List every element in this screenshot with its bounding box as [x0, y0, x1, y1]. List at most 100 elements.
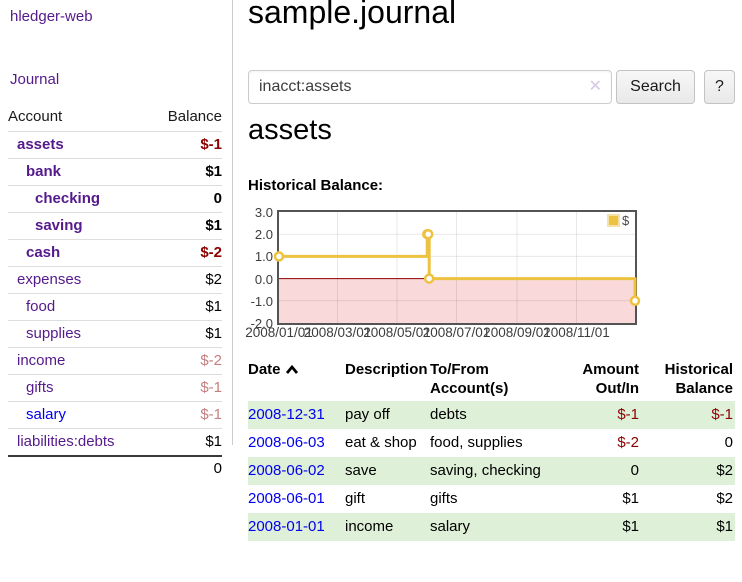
- search-input[interactable]: [248, 70, 612, 104]
- x-tick-label: 2008/09/01: [483, 325, 551, 340]
- account-balance: $1: [149, 428, 222, 456]
- register-body: 2008-12-31 pay off debts $-1 $-1 2008-06…: [248, 401, 735, 541]
- accounts-header-balance: Balance: [167, 108, 222, 125]
- transaction-amount: $-1: [617, 406, 639, 423]
- y-tick-label: 3.0: [254, 205, 273, 220]
- accounts-header-account: Account: [8, 108, 63, 125]
- help-button[interactable]: ?: [704, 70, 735, 104]
- transaction-description: save: [345, 462, 377, 479]
- chart-series: [273, 212, 641, 323]
- transaction-date-link[interactable]: 2008-06-01: [248, 490, 325, 507]
- transaction-amount: $1: [622, 490, 639, 507]
- account-row: cash $-2: [8, 239, 222, 267]
- transaction-date-link[interactable]: 2008-06-03: [248, 434, 325, 451]
- x-tick-label: 2008/11/01: [543, 325, 610, 340]
- transaction-description: pay off: [345, 406, 390, 423]
- account-link[interactable]: checking: [35, 190, 101, 207]
- sidebar: hledger-web Journal Account Balance asse…: [0, 0, 233, 481]
- account-balance: $-1: [149, 374, 222, 402]
- account-link[interactable]: cash: [26, 244, 61, 261]
- account-balance: $1: [149, 320, 222, 348]
- register-table: Date Description To/From Account(s) Amou…: [248, 357, 735, 541]
- main-content: sample.journal ✕ Search ? assets Histori…: [245, 0, 737, 582]
- account-link[interactable]: expenses: [17, 271, 82, 288]
- account-link[interactable]: liabilities:debts: [17, 433, 115, 450]
- account-row: liabilities:debts $1: [8, 428, 222, 456]
- account-balance: $1: [149, 158, 222, 186]
- sort-ascending-icon: [285, 361, 299, 380]
- account-link[interactable]: saving: [35, 217, 83, 234]
- column-header-balance: Historical Balance: [664, 361, 733, 397]
- column-header-accounts: To/From Account(s): [430, 361, 509, 397]
- account-link[interactable]: gifts: [26, 379, 54, 396]
- transaction-row: 2008-06-02 save saving, checking 0 $2: [248, 457, 735, 485]
- account-link[interactable]: income: [17, 352, 66, 369]
- transaction-row: 2008-12-31 pay off debts $-1 $-1: [248, 401, 735, 429]
- y-tick-label: 1.0: [254, 249, 273, 265]
- account-row: gifts $-1: [8, 374, 222, 402]
- account-link[interactable]: salary: [26, 406, 67, 423]
- transaction-row: 2008-06-03 eat & shop food, supplies $-2…: [248, 429, 735, 457]
- transaction-balance: $2: [716, 490, 733, 507]
- y-tick-label: -1.0: [250, 293, 273, 309]
- transaction-description: eat & shop: [345, 434, 417, 451]
- legend-label: $: [622, 213, 630, 228]
- transaction-date-link[interactable]: 2008-12-31: [248, 406, 325, 423]
- account-balance: $2: [149, 266, 222, 294]
- account-link[interactable]: food: [26, 298, 56, 315]
- x-tick-label: 2008/05/01: [363, 325, 431, 340]
- transaction-row: 2008-01-01 income salary $1 $1: [248, 513, 735, 541]
- account-row: income $-2: [8, 347, 222, 375]
- account-balance: $1: [149, 212, 222, 240]
- transaction-amount: $-2: [617, 434, 639, 451]
- transaction-description: income: [345, 518, 394, 535]
- account-row: bank $1: [8, 158, 222, 186]
- chart-title: Historical Balance:: [248, 177, 384, 194]
- y-tick-label: -2.0: [250, 316, 273, 331]
- transaction-description: gift: [345, 490, 366, 507]
- historical-balance-chart: 3.0 2.0 1.0 0.0 -1.0 -2.0 2008/01/01 2008/03/0…: [245, 203, 737, 353]
- transaction-balance: $2: [716, 462, 733, 479]
- account-balance: $-2: [149, 239, 222, 267]
- account-row: assets $-1: [8, 131, 222, 159]
- account-row: expenses $2: [8, 266, 222, 294]
- account-row: supplies $1: [8, 320, 222, 348]
- account-balance: $-1: [149, 401, 222, 429]
- transaction-date-link[interactable]: 2008-01-01: [248, 518, 325, 535]
- transaction-accounts: food, supplies: [430, 434, 523, 451]
- legend-swatch-icon: [607, 214, 620, 227]
- sidebar-item-journal[interactable]: Journal: [10, 71, 60, 88]
- account-link[interactable]: supplies: [26, 325, 82, 342]
- transaction-accounts: debts: [430, 406, 467, 423]
- account-page-title: assets: [248, 114, 332, 146]
- x-tick-label: 2008/01/01: [245, 325, 313, 340]
- x-tick-label: 2008/03/01: [303, 325, 372, 340]
- page-title: sample.journal: [248, 0, 457, 30]
- transaction-accounts: gifts: [430, 490, 458, 507]
- transaction-balance: $-1: [711, 406, 733, 423]
- column-header-amount: Amount Out/In: [582, 361, 639, 397]
- clear-search-icon[interactable]: ✕: [588, 78, 602, 95]
- account-balance: $-2: [149, 347, 222, 375]
- account-row: food $1: [8, 293, 222, 321]
- transaction-amount: 0: [630, 462, 639, 479]
- y-tick-label: 2.0: [254, 227, 273, 243]
- accounts-total-value: 0: [149, 455, 222, 481]
- transaction-date-link[interactable]: 2008-06-02: [248, 462, 325, 479]
- column-header-description: Description: [345, 361, 428, 378]
- account-link[interactable]: assets: [17, 136, 64, 153]
- account-balance: $1: [149, 293, 222, 321]
- account-balance: $-1: [149, 131, 222, 159]
- transaction-row: 2008-06-01 gift gifts $1 $2: [248, 485, 735, 513]
- column-header-date[interactable]: Date: [248, 357, 345, 401]
- account-row: salary $-1: [8, 401, 222, 429]
- transaction-balance: 0: [724, 434, 733, 451]
- account-balance: 0: [149, 185, 222, 213]
- chart-plot-area: [273, 210, 641, 325]
- search-button[interactable]: Search: [616, 70, 695, 104]
- transaction-amount: $1: [622, 518, 639, 535]
- transaction-accounts: saving, checking: [430, 462, 541, 479]
- app-title-link[interactable]: hledger-web: [10, 8, 93, 25]
- account-link[interactable]: bank: [26, 163, 62, 180]
- accounts-table: Account Balance assets $-1 bank $1 check…: [8, 104, 222, 481]
